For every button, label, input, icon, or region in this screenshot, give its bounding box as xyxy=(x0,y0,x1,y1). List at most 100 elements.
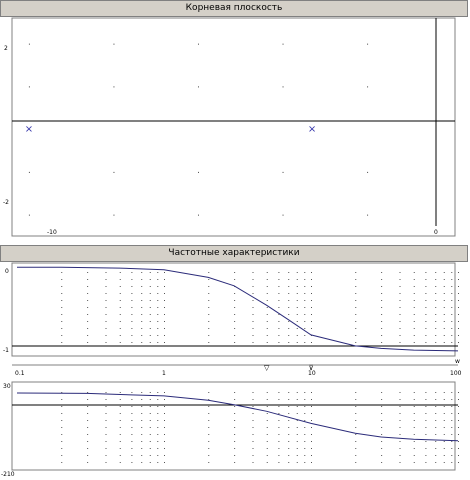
grid-dot xyxy=(381,448,383,449)
grid-dot xyxy=(425,300,427,301)
grid-dot xyxy=(451,434,453,435)
grid-dot xyxy=(413,392,415,393)
grid-dot xyxy=(288,455,290,456)
grid-dot xyxy=(157,406,159,407)
grid-dot xyxy=(87,427,89,428)
grid-dot xyxy=(266,441,268,442)
grid-dot xyxy=(381,307,383,308)
grid-dot xyxy=(304,448,306,449)
grid-dot xyxy=(381,441,383,442)
grid-dot xyxy=(355,335,357,336)
grid-dot xyxy=(157,462,159,463)
grid-dot xyxy=(234,413,236,414)
grid-dot xyxy=(278,413,280,414)
grid-dot xyxy=(413,455,415,456)
frequency-header: Частотные характеристики xyxy=(0,245,468,262)
grid-dot xyxy=(119,434,121,435)
grid-dot xyxy=(425,321,427,322)
grid-dot xyxy=(355,420,357,421)
grid-dot xyxy=(311,392,312,393)
grid-dot xyxy=(157,420,159,421)
grid-dot xyxy=(141,272,143,273)
grid-dot xyxy=(149,392,151,393)
grid-dot xyxy=(61,286,63,287)
magnitude-grid xyxy=(61,272,459,343)
grid-dot xyxy=(413,406,415,407)
grid-dot xyxy=(61,392,63,393)
grid-dot xyxy=(381,293,383,294)
grid-dot xyxy=(119,406,121,407)
grid-dot xyxy=(399,399,401,400)
grid-dot xyxy=(131,335,133,336)
grid-dot xyxy=(304,399,306,400)
grid-dot xyxy=(311,321,312,322)
grid-dot xyxy=(311,307,312,308)
grid-dot xyxy=(266,335,268,336)
grid-dot xyxy=(282,214,284,216)
grid-dot xyxy=(296,321,298,322)
grid-dot xyxy=(119,441,121,442)
grid-dot xyxy=(252,272,254,273)
grid-dot xyxy=(413,342,415,343)
grid-dot xyxy=(266,286,268,287)
grid-dot xyxy=(278,300,280,301)
grid-dot xyxy=(355,314,357,315)
grid-dot xyxy=(266,272,268,273)
grid-dot xyxy=(296,314,298,315)
grid-dot xyxy=(443,300,445,301)
x-tick-0: 0 xyxy=(434,229,438,236)
grid-dot xyxy=(157,448,159,449)
grid-dot xyxy=(311,434,312,435)
grid-dot xyxy=(149,342,151,343)
grid-dot xyxy=(288,342,290,343)
grid-dot xyxy=(197,214,199,216)
grid-dot xyxy=(105,420,107,421)
pole-marker: × xyxy=(308,124,316,135)
grid-dot xyxy=(278,328,280,329)
grid-dot xyxy=(278,335,280,336)
grid-dot xyxy=(311,427,312,428)
freq-tick-0.1: 0.1 xyxy=(15,370,25,377)
phase-grid xyxy=(61,392,459,463)
grid-dot xyxy=(234,328,236,329)
grid-dot xyxy=(252,448,254,449)
root-plane-header: Корневая плоскость xyxy=(0,0,468,17)
grid-dot xyxy=(149,314,151,315)
grid-dot xyxy=(311,286,312,287)
grid-dot xyxy=(435,434,437,435)
grid-dot xyxy=(443,434,445,435)
grid-dot xyxy=(413,462,415,463)
grid-dot xyxy=(355,434,357,435)
grid-dot xyxy=(131,307,133,308)
grid-dot xyxy=(105,272,107,273)
grid-dot xyxy=(61,279,63,280)
grid-dot xyxy=(381,300,383,301)
grid-dot xyxy=(458,420,459,421)
grid-dot xyxy=(87,392,89,393)
grid-dot xyxy=(296,293,298,294)
grid-dot xyxy=(451,328,453,329)
freq-marker: ⊽ xyxy=(308,364,313,372)
grid-dot xyxy=(131,392,133,393)
grid-dot xyxy=(288,448,290,449)
grid-dot xyxy=(131,342,133,343)
grid-dot xyxy=(87,434,89,435)
grid-dot xyxy=(304,413,306,414)
grid-dot xyxy=(119,335,121,336)
x-tick-neg10: -10 xyxy=(47,229,57,236)
grid-dot xyxy=(234,342,236,343)
grid-dot xyxy=(105,427,107,428)
grid-dot xyxy=(435,314,437,315)
grid-dot xyxy=(234,272,236,273)
grid-dot xyxy=(234,300,236,301)
grid-dot xyxy=(266,448,268,449)
grid-dot xyxy=(208,406,210,407)
grid-dot xyxy=(399,427,401,428)
grid-dot xyxy=(266,279,268,280)
grid-dot xyxy=(157,286,159,287)
grid-dot xyxy=(278,399,280,400)
grid-dot xyxy=(208,342,210,343)
grid-dot xyxy=(61,462,63,463)
grid-dot xyxy=(141,321,143,322)
grid-dot xyxy=(311,314,312,315)
